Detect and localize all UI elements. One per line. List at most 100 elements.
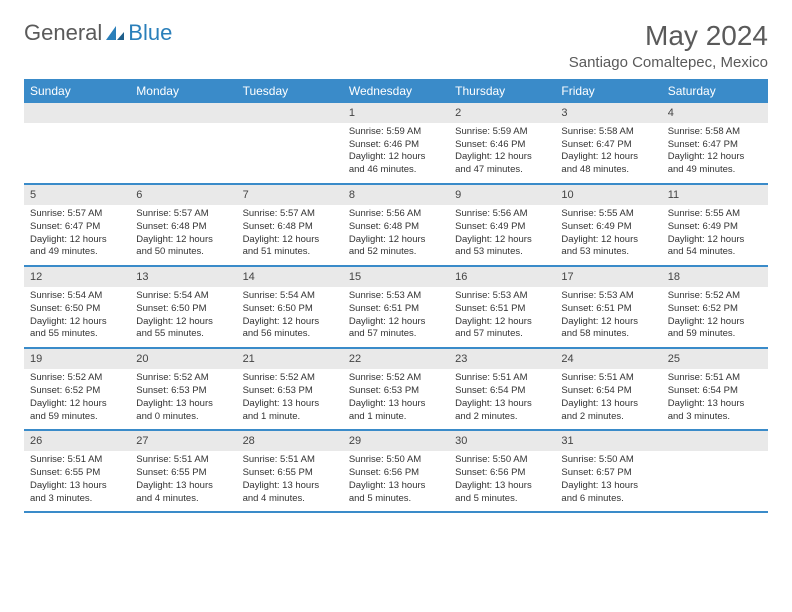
daylight-line: Daylight: 13 hours and 5 minutes. — [349, 480, 443, 506]
daylight-line: Daylight: 12 hours and 55 minutes. — [136, 316, 230, 342]
header: General Blue May 2024 Santiago Comaltepe… — [24, 20, 768, 71]
day-body — [662, 451, 768, 511]
day-number: 30 — [449, 431, 555, 451]
day-number: 22 — [343, 349, 449, 369]
sunset-line: Sunset: 6:52 PM — [668, 303, 762, 316]
weekday-saturday: Saturday — [662, 79, 768, 103]
weekday-header: SundayMondayTuesdayWednesdayThursdayFrid… — [24, 79, 768, 103]
day-number: 15 — [343, 267, 449, 287]
day-cell: 11Sunrise: 5:55 AMSunset: 6:49 PMDayligh… — [662, 185, 768, 265]
logo-text-general: General — [24, 20, 102, 46]
day-cell: 27Sunrise: 5:51 AMSunset: 6:55 PMDayligh… — [130, 431, 236, 511]
sunrise-line: Sunrise: 5:51 AM — [136, 454, 230, 467]
day-cell: 13Sunrise: 5:54 AMSunset: 6:50 PMDayligh… — [130, 267, 236, 347]
day-body: Sunrise: 5:57 AMSunset: 6:48 PMDaylight:… — [237, 205, 343, 265]
sunrise-line: Sunrise: 5:57 AM — [30, 208, 124, 221]
sunrise-line: Sunrise: 5:57 AM — [136, 208, 230, 221]
sunrise-line: Sunrise: 5:58 AM — [561, 126, 655, 139]
day-number: 5 — [24, 185, 130, 205]
day-body: Sunrise: 5:51 AMSunset: 6:55 PMDaylight:… — [24, 451, 130, 511]
day-number: 4 — [662, 103, 768, 123]
day-cell: 7Sunrise: 5:57 AMSunset: 6:48 PMDaylight… — [237, 185, 343, 265]
day-cell: 22Sunrise: 5:52 AMSunset: 6:53 PMDayligh… — [343, 349, 449, 429]
day-body: Sunrise: 5:58 AMSunset: 6:47 PMDaylight:… — [662, 123, 768, 183]
day-number: 8 — [343, 185, 449, 205]
daylight-line: Daylight: 12 hours and 50 minutes. — [136, 234, 230, 260]
day-number: 21 — [237, 349, 343, 369]
daylight-line: Daylight: 12 hours and 56 minutes. — [243, 316, 337, 342]
day-body: Sunrise: 5:50 AMSunset: 6:56 PMDaylight:… — [343, 451, 449, 511]
day-body: Sunrise: 5:59 AMSunset: 6:46 PMDaylight:… — [343, 123, 449, 183]
sunrise-line: Sunrise: 5:52 AM — [243, 372, 337, 385]
day-number: 9 — [449, 185, 555, 205]
daylight-line: Daylight: 12 hours and 59 minutes. — [30, 398, 124, 424]
day-body: Sunrise: 5:56 AMSunset: 6:48 PMDaylight:… — [343, 205, 449, 265]
logo-sail-icon — [104, 24, 126, 42]
day-number: 20 — [130, 349, 236, 369]
sunset-line: Sunset: 6:55 PM — [243, 467, 337, 480]
weekday-friday: Friday — [555, 79, 661, 103]
day-cell: 3Sunrise: 5:58 AMSunset: 6:47 PMDaylight… — [555, 103, 661, 183]
sunset-line: Sunset: 6:50 PM — [30, 303, 124, 316]
sunset-line: Sunset: 6:47 PM — [561, 139, 655, 152]
day-body: Sunrise: 5:53 AMSunset: 6:51 PMDaylight:… — [555, 287, 661, 347]
day-number: 27 — [130, 431, 236, 451]
day-cell: 12Sunrise: 5:54 AMSunset: 6:50 PMDayligh… — [24, 267, 130, 347]
month-title: May 2024 — [569, 20, 768, 52]
day-number: 16 — [449, 267, 555, 287]
sunrise-line: Sunrise: 5:52 AM — [136, 372, 230, 385]
day-number: 28 — [237, 431, 343, 451]
daylight-line: Daylight: 13 hours and 3 minutes. — [668, 398, 762, 424]
week-row: 26Sunrise: 5:51 AMSunset: 6:55 PMDayligh… — [24, 431, 768, 513]
daylight-line: Daylight: 13 hours and 2 minutes. — [561, 398, 655, 424]
daylight-line: Daylight: 13 hours and 0 minutes. — [136, 398, 230, 424]
day-cell: 25Sunrise: 5:51 AMSunset: 6:54 PMDayligh… — [662, 349, 768, 429]
location-label: Santiago Comaltepec, Mexico — [569, 54, 768, 71]
sunset-line: Sunset: 6:50 PM — [243, 303, 337, 316]
day-number — [662, 431, 768, 451]
sunrise-line: Sunrise: 5:56 AM — [455, 208, 549, 221]
daylight-line: Daylight: 13 hours and 6 minutes. — [561, 480, 655, 506]
day-number: 29 — [343, 431, 449, 451]
sunset-line: Sunset: 6:48 PM — [136, 221, 230, 234]
day-number: 2 — [449, 103, 555, 123]
day-number — [24, 103, 130, 123]
sunset-line: Sunset: 6:49 PM — [455, 221, 549, 234]
day-number — [237, 103, 343, 123]
empty-cell — [24, 103, 130, 183]
day-body: Sunrise: 5:58 AMSunset: 6:47 PMDaylight:… — [555, 123, 661, 183]
title-block: May 2024 Santiago Comaltepec, Mexico — [569, 20, 768, 71]
sunrise-line: Sunrise: 5:50 AM — [455, 454, 549, 467]
day-body: Sunrise: 5:59 AMSunset: 6:46 PMDaylight:… — [449, 123, 555, 183]
daylight-line: Daylight: 13 hours and 3 minutes. — [30, 480, 124, 506]
day-cell: 17Sunrise: 5:53 AMSunset: 6:51 PMDayligh… — [555, 267, 661, 347]
sunset-line: Sunset: 6:48 PM — [349, 221, 443, 234]
sunrise-line: Sunrise: 5:53 AM — [455, 290, 549, 303]
day-cell: 9Sunrise: 5:56 AMSunset: 6:49 PMDaylight… — [449, 185, 555, 265]
sunrise-line: Sunrise: 5:50 AM — [349, 454, 443, 467]
daylight-line: Daylight: 13 hours and 1 minute. — [349, 398, 443, 424]
sunset-line: Sunset: 6:48 PM — [243, 221, 337, 234]
day-number: 11 — [662, 185, 768, 205]
sunset-line: Sunset: 6:53 PM — [136, 385, 230, 398]
sunset-line: Sunset: 6:51 PM — [349, 303, 443, 316]
empty-cell — [662, 431, 768, 511]
day-cell: 4Sunrise: 5:58 AMSunset: 6:47 PMDaylight… — [662, 103, 768, 183]
day-body — [237, 123, 343, 183]
daylight-line: Daylight: 13 hours and 5 minutes. — [455, 480, 549, 506]
day-body: Sunrise: 5:56 AMSunset: 6:49 PMDaylight:… — [449, 205, 555, 265]
day-number: 1 — [343, 103, 449, 123]
sunrise-line: Sunrise: 5:57 AM — [243, 208, 337, 221]
sunset-line: Sunset: 6:52 PM — [30, 385, 124, 398]
sunset-line: Sunset: 6:55 PM — [30, 467, 124, 480]
day-cell: 30 Sunrise: 5:50 AMSunset: 6:56 PMDayligh… — [449, 431, 555, 511]
day-number: 3 — [555, 103, 661, 123]
week-row: 19Sunrise: 5:52 AMSunset: 6:52 PMDayligh… — [24, 349, 768, 431]
sunrise-line: Sunrise: 5:54 AM — [136, 290, 230, 303]
sunrise-line: Sunrise: 5:58 AM — [668, 126, 762, 139]
day-body: Sunrise: 5:52 AMSunset: 6:53 PMDaylight:… — [237, 369, 343, 429]
day-cell: 24Sunrise: 5:51 AMSunset: 6:54 PMDayligh… — [555, 349, 661, 429]
calendar: SundayMondayTuesdayWednesdayThursdayFrid… — [24, 79, 768, 513]
day-number — [130, 103, 236, 123]
sunset-line: Sunset: 6:56 PM — [455, 467, 549, 480]
